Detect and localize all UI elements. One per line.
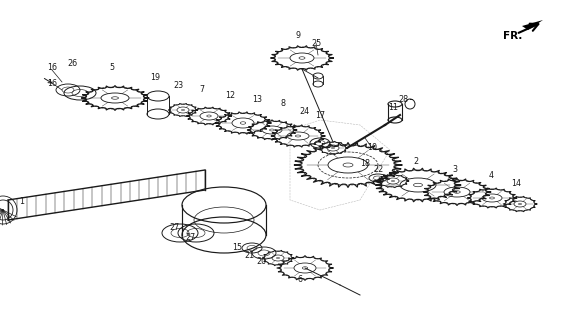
Text: 17: 17 xyxy=(315,110,325,119)
Text: 16: 16 xyxy=(47,78,57,87)
Text: 4: 4 xyxy=(489,172,493,180)
Text: 23: 23 xyxy=(173,81,183,90)
Text: 19: 19 xyxy=(150,74,160,83)
Text: 22: 22 xyxy=(373,165,383,174)
Text: 8: 8 xyxy=(281,99,286,108)
Text: 20: 20 xyxy=(256,258,266,267)
Text: 18: 18 xyxy=(360,158,370,167)
Text: 3: 3 xyxy=(452,165,458,174)
Text: 26: 26 xyxy=(67,59,77,68)
Text: 7: 7 xyxy=(200,85,205,94)
Text: 6: 6 xyxy=(298,276,303,284)
Text: 21: 21 xyxy=(244,251,254,260)
Text: FR.: FR. xyxy=(503,31,522,41)
Text: 15: 15 xyxy=(232,244,242,252)
Text: 28: 28 xyxy=(398,94,408,103)
Polygon shape xyxy=(522,20,543,30)
Text: 11: 11 xyxy=(388,103,398,113)
Text: 25: 25 xyxy=(311,38,321,47)
Text: 10: 10 xyxy=(367,143,377,153)
Text: 16: 16 xyxy=(47,62,57,71)
Text: 9: 9 xyxy=(295,30,301,39)
Text: 27: 27 xyxy=(170,223,180,233)
Text: 12: 12 xyxy=(225,91,235,100)
Text: 24: 24 xyxy=(299,107,309,116)
Text: 2: 2 xyxy=(413,157,418,166)
Text: 1: 1 xyxy=(19,197,24,206)
Text: 27: 27 xyxy=(185,234,195,243)
Text: 13: 13 xyxy=(252,95,262,105)
Text: 14: 14 xyxy=(511,179,521,188)
Text: 5: 5 xyxy=(109,63,115,73)
